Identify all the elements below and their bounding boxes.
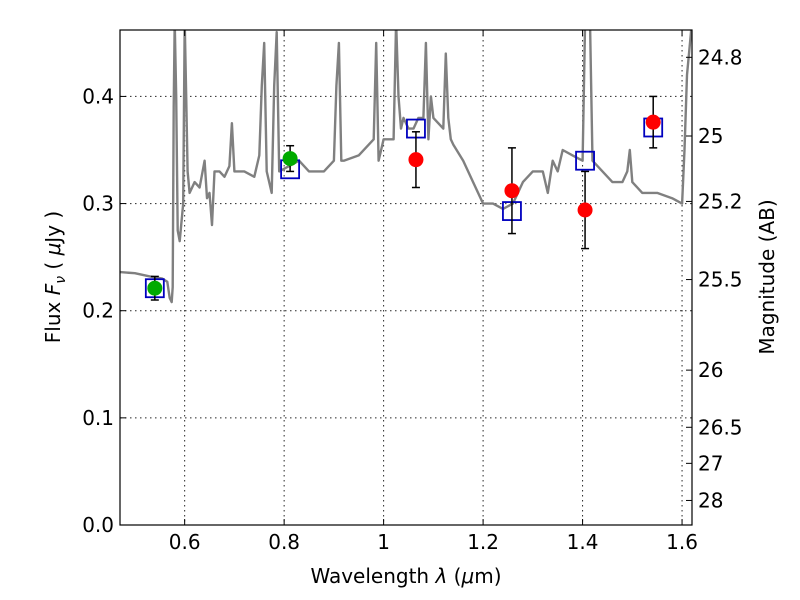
- x-tick-label: 1.4: [567, 530, 599, 554]
- x-tick-label: 0.8: [268, 530, 300, 554]
- observed-point-marker: [577, 202, 593, 218]
- x-tick-label: 1.2: [467, 530, 499, 554]
- observed-point-marker: [282, 151, 298, 167]
- observed-point-marker: [645, 114, 661, 130]
- y-tick-label: 0.3: [82, 192, 114, 216]
- observed-point-marker: [408, 152, 424, 168]
- y-tick-label: 0.2: [82, 299, 114, 323]
- ticks: 0.6 0.8 1 1.2 1.4 1.6 0.0 0.1 0.2 0.3 0.4 24.8 25 25.…: [82, 30, 743, 554]
- grid: [120, 30, 692, 525]
- y-tick-label: 0.0: [82, 513, 114, 537]
- x-tick-label: 0.6: [169, 530, 201, 554]
- y-tick-label: 0.1: [82, 406, 114, 430]
- x-tick-label: 1.6: [666, 530, 698, 554]
- y2-tick-label: 27: [698, 451, 723, 475]
- y2-tick-label: 25.2: [698, 189, 743, 213]
- y2-tick-label: 26.5: [698, 415, 743, 439]
- y2-tick-label: 26: [698, 358, 723, 382]
- x-axis-label: Wavelength λ (μm): [310, 564, 501, 588]
- marker-layer: [144, 95, 664, 301]
- spectrum-line: [120, 30, 692, 304]
- y2-axis-label: Magnitude (AB): [755, 199, 779, 354]
- model-square-marker: [575, 150, 595, 171]
- x-tick-label: 1: [377, 530, 390, 554]
- observed-point-marker: [504, 183, 520, 199]
- plot-frame: [119, 29, 693, 526]
- y2-tick-label: 25: [698, 124, 723, 148]
- y2-tick-label: 25.5: [698, 268, 743, 292]
- y2-tick-label: 28: [698, 488, 723, 512]
- y-axis-label: Flux Fν ( μJy ): [41, 211, 69, 343]
- observed-point-marker: [147, 280, 163, 296]
- spectrum-layer: [120, 30, 692, 304]
- y-tick-label: 0.4: [82, 84, 114, 108]
- y2-tick-label: 24.8: [698, 45, 743, 69]
